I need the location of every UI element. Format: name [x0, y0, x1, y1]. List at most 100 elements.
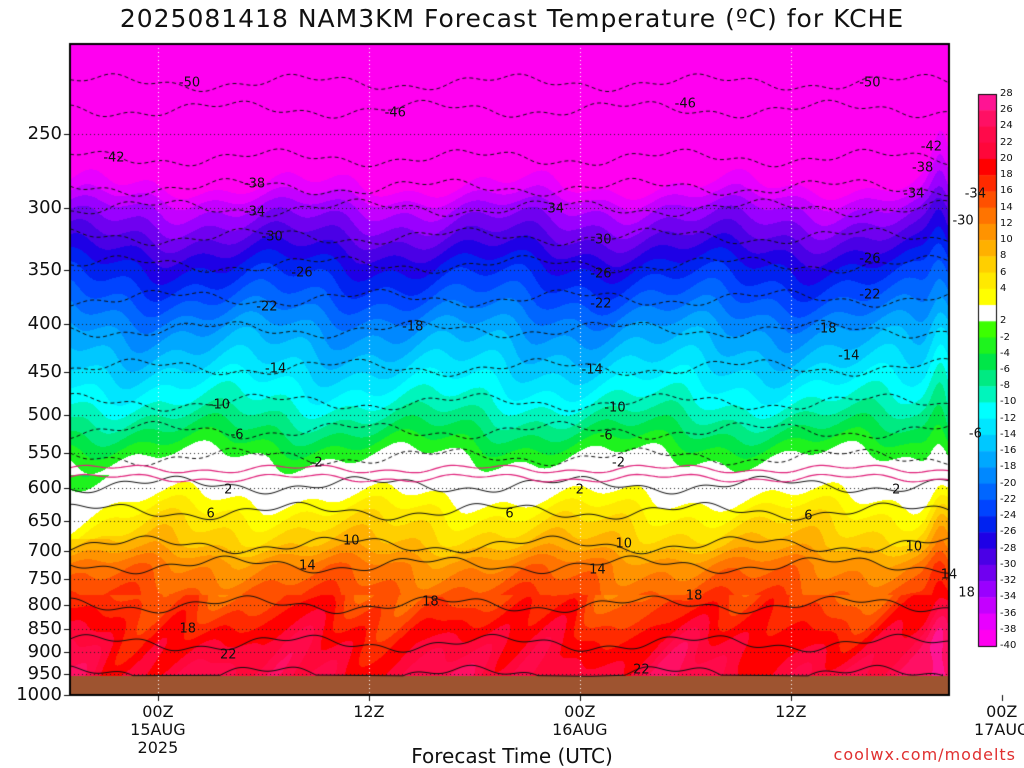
contour-label: 22 [219, 647, 237, 663]
y-tick-label: 550 [27, 442, 62, 464]
contour-label: 18 [422, 594, 439, 610]
colorbar-label: -38 [1000, 623, 1017, 635]
contour-label: -10 [208, 397, 231, 413]
colorbar-label: 20 [1000, 152, 1013, 164]
contour-label: -50 [178, 75, 201, 91]
contour-label: -6 [599, 428, 613, 444]
contour-label: 10 [905, 539, 923, 555]
colorbar-label: 8 [1000, 250, 1007, 262]
colorbar-label: -30 [1000, 558, 1017, 570]
contour-label: -26 [859, 251, 881, 267]
y-tick-label: 950 [27, 663, 62, 685]
colorbar-label: 6 [1000, 266, 1007, 278]
y-tick-label: 1000 [16, 684, 62, 705]
contour-label: -42 [103, 150, 125, 166]
contour-label: 14 [589, 562, 606, 578]
colorbar-label: 24 [1000, 120, 1013, 132]
contour-label: 18 [958, 585, 975, 601]
contour-label: -38 [243, 176, 266, 192]
contour-label: 10 [342, 533, 360, 549]
y-tick-label: 800 [27, 593, 62, 615]
x-tick-label: 00Z [564, 702, 596, 721]
y-tick-label: 450 [27, 361, 62, 382]
contour-label: 18 [179, 621, 197, 637]
colorbar-label: 16 [1000, 185, 1013, 197]
x-tick-label: 00Z 15AUG 2025 [113, 703, 203, 757]
x-tick-label: 12Z [324, 703, 414, 721]
colorbar-label: -8 [1000, 380, 1010, 392]
colorbar-label: -28 [1000, 542, 1017, 554]
contour-label: 6 [804, 508, 813, 524]
contour-label: -34 [542, 201, 565, 217]
contour-label: 2 [892, 482, 901, 498]
colorbar-label: 22 [1000, 136, 1013, 148]
x-tick-label: 00Z [986, 702, 1018, 721]
x-tick-label: 12Z [353, 702, 385, 721]
x-tick-label: 00Z [142, 702, 174, 721]
colorbar-label: 18 [1000, 169, 1013, 181]
contour-label: -26 [291, 265, 313, 281]
contour-label: 2 [575, 482, 584, 498]
colorbar-label: -12 [1000, 412, 1017, 424]
x-tick-label: 00Z 17AUG [957, 703, 1024, 739]
colorbar-label: 4 [1000, 282, 1007, 294]
colorbar-label: -2 [1000, 331, 1010, 343]
contour-label: 6 [505, 506, 514, 522]
contour-label: -18 [402, 319, 424, 335]
contour-label: -22 [859, 287, 881, 303]
colorbar-label: -16 [1000, 445, 1017, 457]
contour-label: 18 [685, 588, 703, 604]
contour-label: -46 [384, 105, 406, 121]
contour-label: -14 [838, 348, 860, 363]
colorbar-label: -40 [1000, 640, 1017, 651]
x-tick-label: 12Z [775, 702, 807, 721]
colorbar-label: -14 [1000, 428, 1017, 440]
contour-label: -26 [590, 266, 612, 282]
contour-label: -42 [920, 139, 943, 155]
colorbar-label: 26 [1000, 104, 1013, 116]
y-tick-label: 650 [27, 509, 62, 531]
x-tick-sub: 16AUG [552, 720, 608, 739]
contour-label: -34 [243, 204, 266, 220]
x-axis-label: Forecast Time (UTC) [411, 744, 613, 768]
contour-label: 2 [224, 482, 233, 498]
y-tick-label: 750 [27, 567, 62, 589]
y-tick-label: 600 [27, 477, 62, 499]
x-tick-label: 12Z [746, 703, 836, 721]
colorbar-label: -6 [1000, 364, 1010, 375]
contour-label: 10 [615, 536, 633, 552]
colorbar-label: 28 [1000, 88, 1013, 99]
x-tick-label: 00Z 16AUG [535, 703, 625, 739]
x-tick-sub: 17AUG [974, 720, 1024, 739]
contour-label: -30 [590, 232, 612, 248]
contour-label: -2 [309, 455, 323, 471]
colorbar-label: -36 [1000, 607, 1017, 619]
colorbar-label: 10 [1000, 234, 1013, 246]
contour-label: -14 [581, 362, 603, 378]
contour-label: -22 [590, 296, 612, 312]
contour-label: -34 [964, 186, 986, 202]
contour-label: -22 [256, 299, 278, 315]
colorbar-label: -32 [1000, 575, 1017, 587]
contour-label: -38 [912, 160, 934, 176]
contour-label: -18 [815, 321, 837, 337]
colorbar-label: 2 [1000, 315, 1007, 327]
y-tick-label: 500 [27, 403, 62, 425]
colorbar-label: -10 [1000, 396, 1017, 408]
y-tick-label: 400 [27, 313, 62, 335]
colorbar-label: -24 [1000, 510, 1017, 522]
colorbar-label: -26 [1000, 526, 1017, 538]
colorbar-label: -34 [1000, 591, 1017, 603]
contour-label: -46 [674, 96, 696, 112]
colorbar-label: -22 [1000, 493, 1017, 505]
y-tick-label: 250 [27, 123, 62, 145]
colorbar-label: -4 [1000, 347, 1010, 359]
colorbar-label: 14 [1000, 201, 1013, 213]
contour-label: -6 [968, 426, 982, 442]
credit-link[interactable]: coolwx.com/modelts [833, 745, 1016, 764]
x-tick-sub: 15AUG [130, 720, 186, 739]
y-tick-label: 850 [27, 618, 62, 640]
y-tick-label: 300 [27, 197, 62, 218]
contour-label: -2 [612, 455, 625, 471]
contour-label: -30 [261, 229, 283, 245]
